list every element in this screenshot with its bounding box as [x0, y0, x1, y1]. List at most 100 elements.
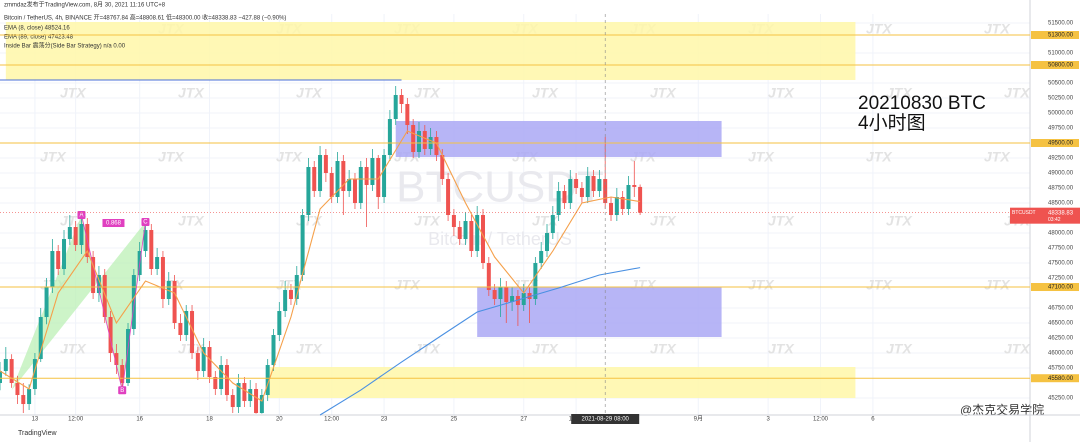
- y-tick-label: 49250.00: [1048, 156, 1074, 162]
- candle-body: [73, 227, 78, 246]
- level-label: 49500.00: [1048, 141, 1074, 147]
- y-tick-label: 46000.00: [1048, 351, 1074, 357]
- x-tick-label: 12:00: [68, 417, 84, 423]
- zone: [5, 21, 856, 81]
- candle-body: [463, 221, 468, 240]
- candle-body: [27, 389, 32, 405]
- candle-body: [277, 311, 282, 336]
- candle-body: [387, 119, 392, 156]
- candle-body: [568, 179, 573, 204]
- level-label: 50800.00: [1048, 63, 1074, 69]
- pattern-point: [141, 218, 150, 227]
- level-tag: [1031, 283, 1079, 292]
- y-tick-label: 47750.00: [1048, 246, 1074, 252]
- candle-body: [242, 383, 247, 402]
- watermark: Bitcoin / TetherUS: [428, 229, 572, 249]
- level-label: 47100.00: [1048, 285, 1074, 291]
- candle-body: [440, 155, 445, 180]
- watermark: JTX: [866, 149, 893, 165]
- x-tick-label: 6: [871, 417, 875, 423]
- watermark: JTX: [650, 85, 677, 101]
- candle-body: [539, 251, 544, 264]
- candle-body: [44, 287, 49, 318]
- watermark: JTX: [296, 341, 323, 357]
- candle-body: [352, 179, 357, 204]
- x-tick-label: 9月: [694, 416, 703, 423]
- candle-body: [300, 215, 305, 276]
- candle-body: [91, 257, 96, 294]
- watermark: JTX: [414, 85, 441, 101]
- candle-body: [271, 335, 276, 366]
- candle-body: [376, 158, 381, 198]
- watermark: JTX: [296, 85, 323, 101]
- level-tag: [1031, 139, 1079, 148]
- watermark: JTX: [1004, 85, 1031, 101]
- candle-body: [451, 215, 456, 228]
- watermark: JTX: [414, 213, 441, 229]
- y-tick-label: 46500.00: [1048, 321, 1074, 327]
- candle-body: [550, 215, 555, 234]
- candle-body: [32, 359, 37, 390]
- candle-body: [3, 359, 8, 372]
- candle-body: [341, 161, 346, 192]
- watermark: JTX: [650, 341, 677, 357]
- candle-body: [527, 293, 532, 300]
- candle-body: [318, 155, 323, 192]
- candle-body: [585, 176, 590, 198]
- pattern-label: A: [79, 213, 83, 219]
- candle-body: [254, 389, 259, 414]
- candle-body: [131, 275, 136, 330]
- candle-body: [411, 125, 416, 153]
- candle-body: [114, 353, 119, 366]
- candle-body: [556, 191, 561, 216]
- watermark: JTX: [984, 21, 1011, 37]
- watermark: JTX: [748, 277, 775, 293]
- candle-body: [475, 215, 480, 252]
- ema-line: [319, 267, 641, 416]
- candle-body: [614, 197, 619, 216]
- y-tick-label: 45250.00: [1048, 396, 1074, 402]
- y-tick-label: 48750.00: [1048, 186, 1074, 192]
- candle-body: [498, 287, 503, 300]
- x-tick-label: 20: [276, 417, 283, 423]
- y-tick-label: 49750.00: [1048, 126, 1074, 132]
- level-tag: [1031, 31, 1079, 40]
- candle-body: [329, 173, 334, 198]
- y-tick-label: 48000.00: [1048, 231, 1074, 237]
- brand: TradingView: [18, 430, 57, 437]
- watermark: JTX: [40, 149, 67, 165]
- candle-body: [591, 176, 596, 192]
- x-tick-label: 16: [136, 417, 143, 423]
- candle-body: [446, 179, 451, 216]
- candle-body: [335, 161, 340, 198]
- zone: [267, 366, 856, 399]
- watermark: JTX: [532, 341, 559, 357]
- y-tick-label: 45750.00: [1048, 366, 1074, 372]
- candle-body: [347, 179, 352, 192]
- watermark: JTX: [650, 213, 677, 229]
- candle-body: [15, 383, 20, 396]
- ema-line: [0, 130, 641, 402]
- watermark: JTX: [394, 277, 421, 293]
- y-tick-label: 51500.00: [1048, 21, 1074, 27]
- indicator: EMA (89, close) 47423.48: [4, 35, 74, 41]
- watermark: JTX: [532, 213, 559, 229]
- candle-body: [160, 257, 165, 300]
- x-tick-label: 18: [206, 417, 213, 423]
- candle-body: [79, 224, 84, 246]
- candle-body: [201, 347, 206, 372]
- watermark: JTX: [276, 149, 303, 165]
- watermark: JTX: [984, 277, 1011, 293]
- watermark: JTX: [296, 213, 323, 229]
- candle-body: [184, 311, 189, 336]
- y-tick-label: 46250.00: [1048, 336, 1074, 342]
- candle-body: [248, 389, 253, 402]
- candle-body: [149, 230, 154, 270]
- x-tick-label: 23: [381, 417, 388, 423]
- candle-body: [224, 365, 229, 396]
- candle-body: [358, 167, 363, 204]
- pattern-label: C: [143, 220, 148, 226]
- candle-body: [21, 395, 26, 405]
- x-tick-label: 13: [32, 417, 39, 423]
- candle-body: [620, 197, 625, 210]
